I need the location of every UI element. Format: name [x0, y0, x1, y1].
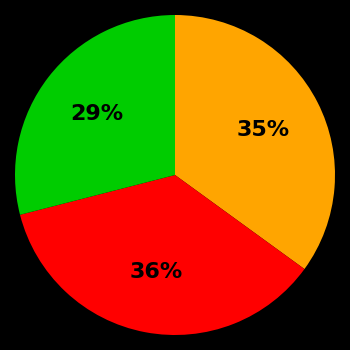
Text: 29%: 29% — [70, 104, 123, 124]
Wedge shape — [20, 175, 304, 335]
Wedge shape — [175, 15, 335, 269]
Wedge shape — [15, 15, 175, 215]
Text: 36%: 36% — [130, 262, 183, 282]
Text: 35%: 35% — [237, 120, 290, 140]
